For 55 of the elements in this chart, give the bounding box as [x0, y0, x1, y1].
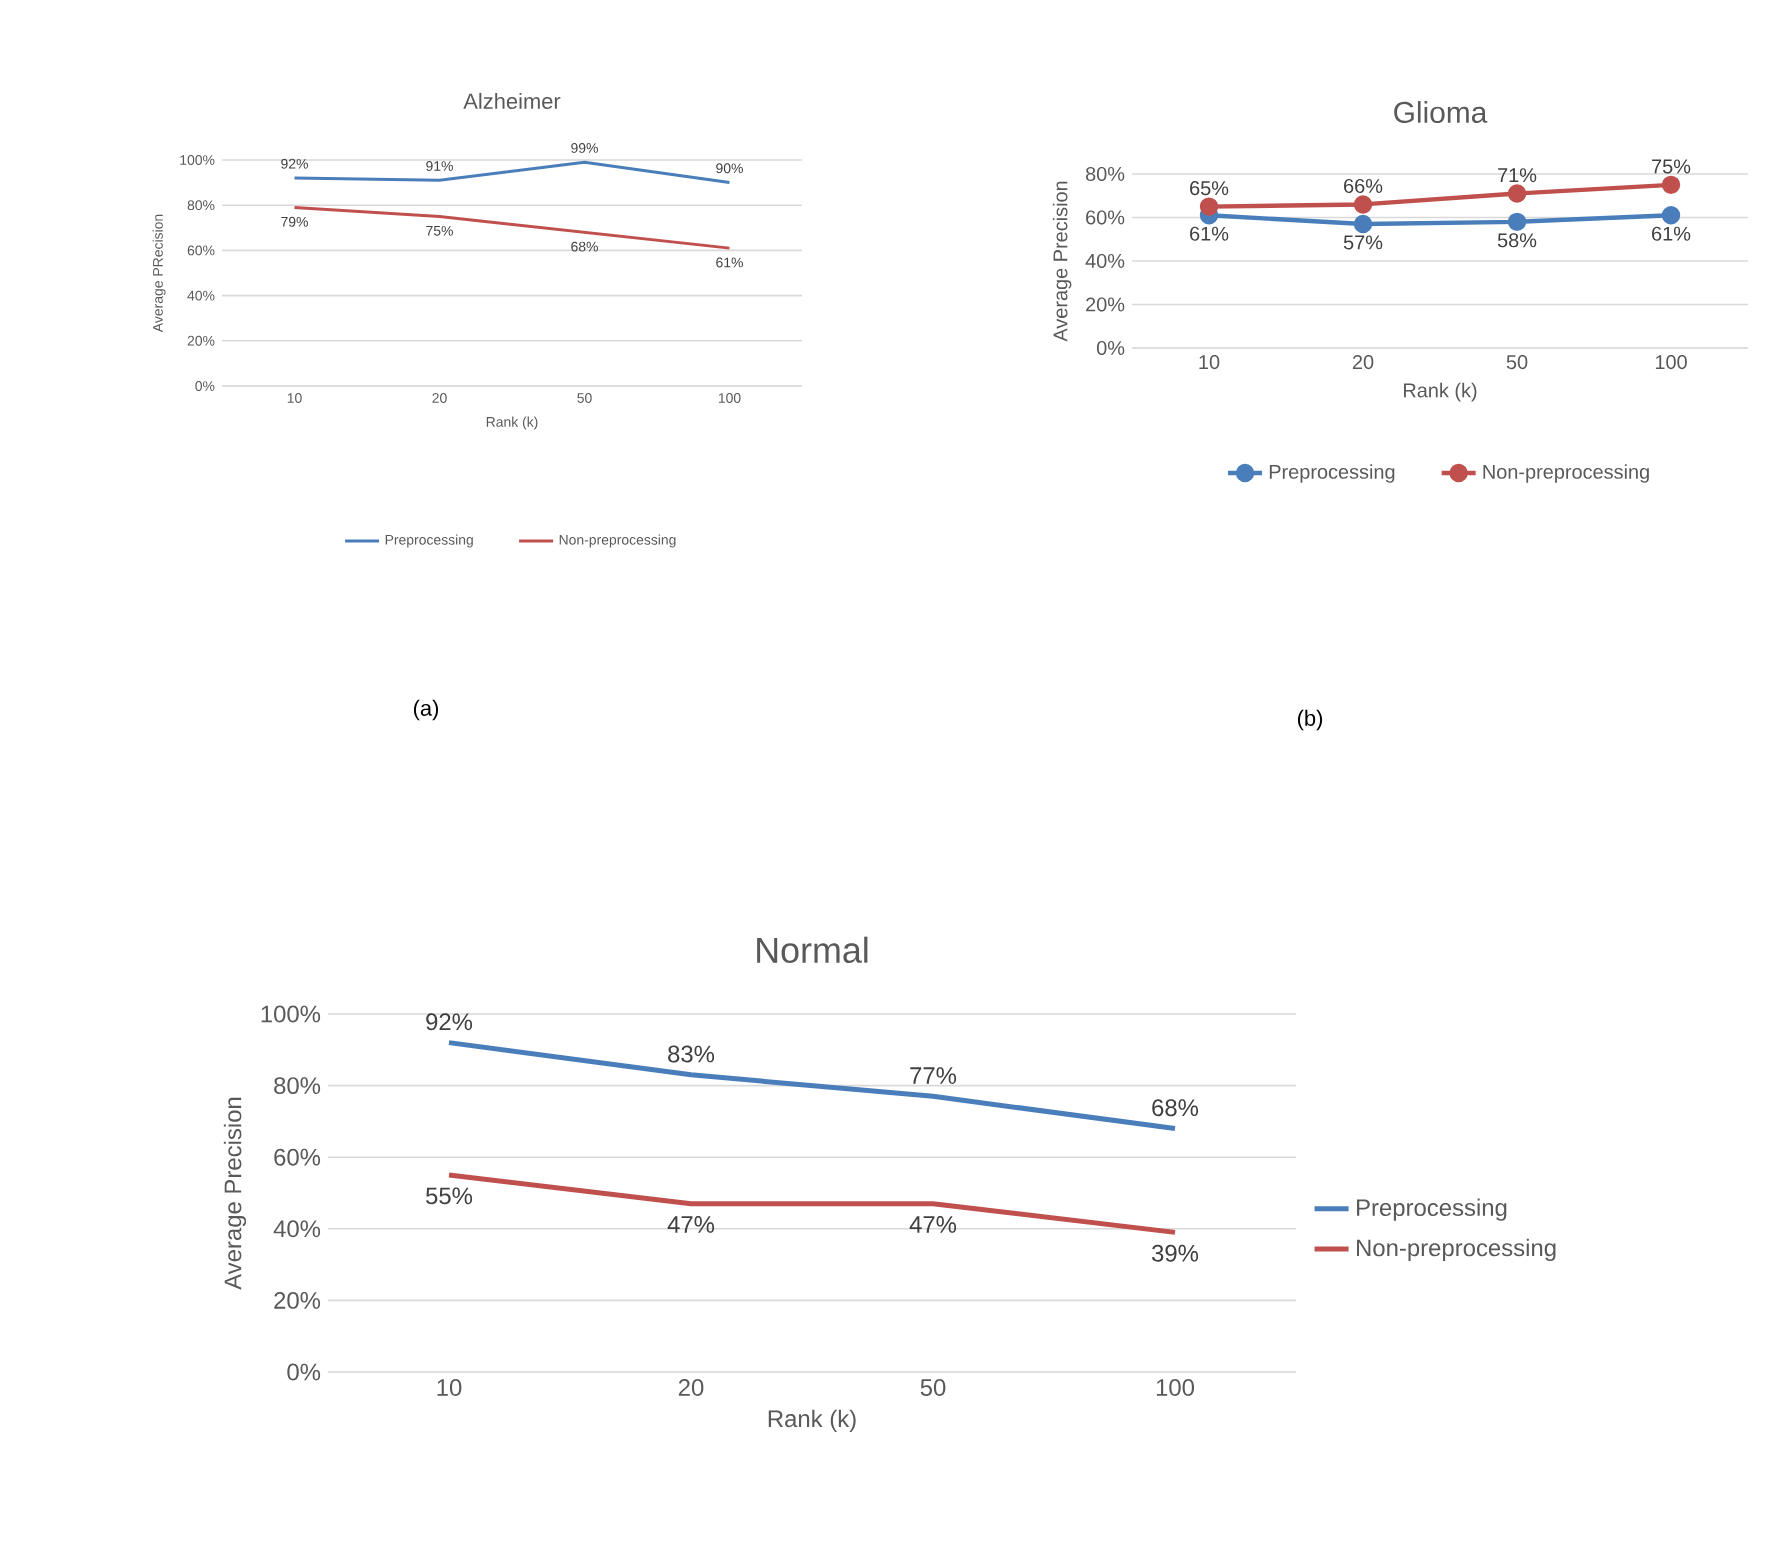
x-tick-label: 50 — [1506, 355, 1528, 370]
data-label: 92% — [426, 1013, 473, 1031]
y-tick-label: 80% — [274, 1077, 321, 1095]
x-tick-label: 20 — [678, 1379, 704, 1396]
x-tick-label: 100 — [1655, 355, 1687, 370]
x-axis-title: Rank (k) — [1403, 382, 1477, 402]
legend-label: Non-preprocessing — [1357, 1238, 1556, 1262]
point — [1661, 175, 1681, 195]
point — [1661, 206, 1681, 225]
y-tick-label: 20% — [274, 1291, 321, 1309]
point — [1507, 184, 1527, 203]
y-tick-label: 60% — [1086, 210, 1125, 225]
y-axis-title: Average Precision — [223, 1097, 247, 1290]
data-label: 55% — [426, 1187, 473, 1205]
data-label: 83% — [668, 1045, 715, 1063]
data-label: 47% — [909, 1216, 957, 1233]
chart-title: Glioma — [1394, 101, 1488, 123]
data-label: 71% — [1498, 168, 1537, 183]
data-label: 75% — [1652, 159, 1691, 174]
x-axis-title: Rank (k) — [768, 1409, 856, 1432]
y-tick-label: 80% — [1085, 166, 1125, 182]
legend-label: Non-preprocessing — [1483, 464, 1649, 483]
data-label: 77% — [910, 1067, 957, 1084]
data-label: 68% — [1152, 1099, 1199, 1117]
y-tick-label: 40% — [1085, 253, 1125, 269]
data-label: 66% — [1344, 178, 1383, 194]
x-tick-label: 100 — [1156, 1379, 1195, 1396]
point — [1507, 212, 1527, 232]
x-tick-label: 50 — [920, 1379, 946, 1396]
chart-title: Normal — [757, 936, 868, 963]
data-label: 47% — [667, 1216, 715, 1233]
data-label: 39% — [1151, 1244, 1199, 1262]
y-tick-label: 100% — [261, 1005, 321, 1023]
data-label: 58% — [1497, 233, 1537, 248]
data-label: 61% — [1652, 226, 1691, 241]
data-label: 65% — [1190, 181, 1229, 196]
y-tick-label: 60% — [274, 1148, 321, 1166]
x-tick-label: 20 — [1352, 355, 1374, 370]
chart-title: Alzheimer — [463, 92, 561, 109]
y-tick-label: 40% — [273, 1220, 321, 1238]
legend-label: Preprocessing — [1357, 1198, 1507, 1221]
point — [1199, 197, 1219, 216]
y-tick-label: 20% — [1086, 297, 1125, 312]
x-tick-label: 10 — [1199, 355, 1220, 370]
data-label: 57% — [1343, 235, 1383, 250]
y-axis-title: Average Precision — [1052, 181, 1072, 342]
y-tick-label: 0% — [287, 1363, 321, 1381]
legend-label: Preprocessing — [1269, 464, 1395, 483]
x-tick-label: 10 — [437, 1379, 462, 1396]
text: (a) — [413, 699, 439, 721]
text: (b) — [1297, 709, 1323, 731]
point — [1353, 214, 1373, 234]
point — [1353, 195, 1373, 214]
data-label: 61% — [1190, 226, 1229, 241]
y-tick-label: 0% — [1096, 340, 1125, 356]
